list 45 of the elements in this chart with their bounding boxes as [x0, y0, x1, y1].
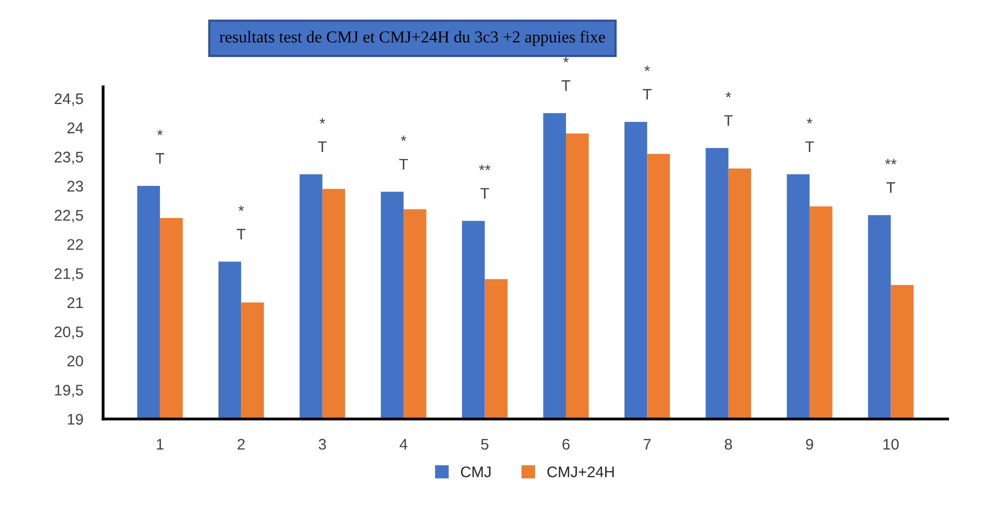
x-tick-label: 2	[238, 438, 245, 450]
annotation: *	[806, 118, 812, 124]
x-tick-label: 9	[806, 438, 814, 450]
x-tick-label: 8	[724, 438, 732, 450]
annotation: T	[562, 80, 570, 91]
x-tick-label: 1	[156, 439, 164, 450]
text: *	[563, 57, 569, 62]
annotation: T	[318, 141, 327, 152]
y-tick-label: 19,5	[55, 384, 84, 398]
y-tick-label: 21,5	[54, 268, 84, 281]
text: *	[644, 66, 650, 72]
y-tick-label: 22	[67, 239, 83, 250]
annotation: **	[885, 158, 896, 164]
legend-label: CMJ	[460, 466, 490, 478]
y-tick-label: 21	[67, 297, 83, 308]
annotation: *	[320, 118, 326, 124]
y-tick-label: 24	[67, 122, 84, 134]
chart-title: resultats test de CMJ et CMJ+24H du 3c3 +2 appuies fixe	[220, 30, 606, 46]
annotation: **	[479, 164, 490, 170]
y-tick-label: 23	[67, 180, 83, 192]
y-tick-label: 24,5	[54, 93, 84, 106]
annotation: *	[726, 92, 732, 98]
annotation: T	[805, 141, 814, 152]
legend-label: CMJ+24H	[547, 466, 614, 478]
x-tick-label: 5	[481, 439, 488, 450]
annotation: *	[157, 130, 163, 136]
annotation: T	[724, 115, 733, 126]
annotation: *	[238, 206, 244, 211]
y-tick-label: 19	[68, 414, 83, 425]
y-tick-label: 23,5	[54, 152, 84, 164]
y-tick-label: 20	[67, 356, 84, 366]
x-tick-label: 7	[644, 439, 651, 450]
x-tick-label: 4	[400, 439, 408, 450]
x-tick-label: 3	[318, 438, 326, 450]
annotation: T	[642, 89, 652, 100]
x-tick-label: 6	[562, 438, 570, 450]
annotation: *	[400, 136, 406, 142]
annotation: T	[886, 182, 896, 193]
x-tick-label: 10	[883, 438, 899, 450]
annotation: T	[480, 188, 490, 199]
y-tick-label: 22,5	[54, 210, 84, 223]
annotation: T	[156, 153, 164, 164]
annotation: T	[236, 228, 246, 240]
y-tick-label: 20,5	[54, 326, 84, 340]
annotation: T	[399, 158, 408, 170]
